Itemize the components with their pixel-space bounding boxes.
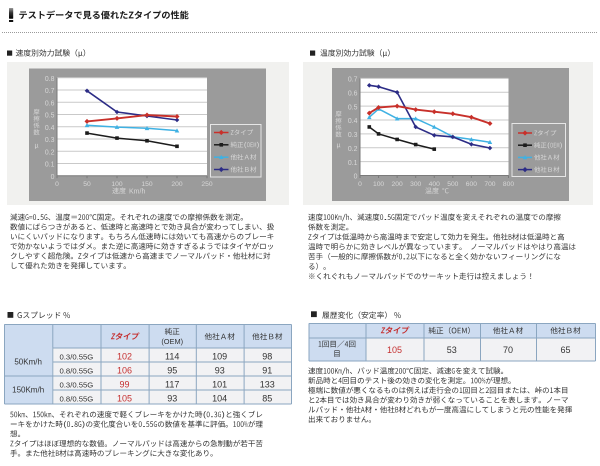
svg-text:0.6: 0.6	[348, 90, 358, 97]
svg-text:0.1: 0.1	[45, 162, 55, 169]
svg-text:0.3: 0.3	[348, 132, 358, 139]
svg-text:700: 700	[484, 181, 495, 188]
svg-text:105: 105	[117, 393, 132, 403]
svg-text:85: 85	[262, 393, 272, 403]
svg-text:0.7: 0.7	[348, 77, 358, 84]
svg-text:0: 0	[51, 174, 55, 181]
svg-text:Km/h: Km/h	[129, 188, 145, 195]
svg-text:0.6: 0.6	[45, 100, 55, 107]
svg-text:300: 300	[410, 181, 421, 188]
svg-text:200: 200	[171, 181, 182, 188]
svg-text:95: 95	[167, 365, 177, 375]
svg-text:0.8/0.55G: 0.8/0.55G	[60, 366, 94, 375]
svg-text:500: 500	[447, 181, 458, 188]
svg-text:93: 93	[215, 365, 225, 375]
svg-text:200: 200	[392, 181, 403, 188]
svg-text:0.4: 0.4	[348, 118, 358, 125]
svg-text:(OEM): (OEM)	[161, 337, 183, 346]
svg-text:0.3/0.55G: 0.3/0.55G	[60, 352, 94, 361]
svg-text:105: 105	[387, 345, 402, 355]
svg-text:98: 98	[262, 351, 272, 361]
svg-text:0: 0	[354, 174, 358, 181]
svg-text:100: 100	[111, 181, 122, 188]
svg-text:0.1: 0.1	[348, 160, 358, 167]
svg-text:102: 102	[117, 351, 132, 361]
svg-text:109: 109	[212, 351, 227, 361]
svg-text:91: 91	[262, 365, 272, 375]
svg-text:133: 133	[260, 379, 275, 389]
svg-text:114: 114	[165, 351, 179, 361]
svg-text:100: 100	[373, 181, 384, 188]
svg-text:400: 400	[429, 181, 440, 188]
svg-text:106: 106	[117, 365, 132, 375]
svg-text:50: 50	[83, 181, 91, 188]
svg-text:93: 93	[167, 393, 177, 403]
svg-text:0.3: 0.3	[45, 137, 55, 144]
svg-text:53: 53	[447, 345, 457, 355]
svg-text:104: 104	[212, 393, 227, 403]
svg-text:0.2: 0.2	[348, 146, 358, 153]
svg-text:0.4: 0.4	[45, 125, 55, 132]
svg-text:0.5: 0.5	[45, 113, 55, 120]
svg-text:0.7: 0.7	[45, 88, 55, 95]
svg-text:117: 117	[165, 379, 179, 389]
svg-text:800: 800	[503, 181, 514, 188]
svg-text:101: 101	[212, 379, 227, 389]
svg-text:65: 65	[560, 345, 570, 355]
svg-text:0.8: 0.8	[45, 76, 55, 83]
svg-text:50Km/h: 50Km/h	[14, 358, 42, 367]
svg-text:0.3/0.55G: 0.3/0.55G	[60, 380, 94, 389]
svg-text:0: 0	[55, 181, 59, 188]
svg-text:99: 99	[120, 379, 130, 389]
svg-text:0.8/0.55G: 0.8/0.55G	[60, 394, 94, 403]
svg-text:250: 250	[201, 181, 212, 188]
svg-text:0: 0	[358, 181, 362, 188]
svg-text:150Km/h: 150Km/h	[12, 386, 44, 395]
svg-text:600: 600	[466, 181, 477, 188]
svg-text:70: 70	[503, 345, 513, 355]
svg-text:150: 150	[141, 181, 152, 188]
svg-text:0.5: 0.5	[348, 104, 358, 111]
svg-text:0.2: 0.2	[45, 149, 55, 156]
